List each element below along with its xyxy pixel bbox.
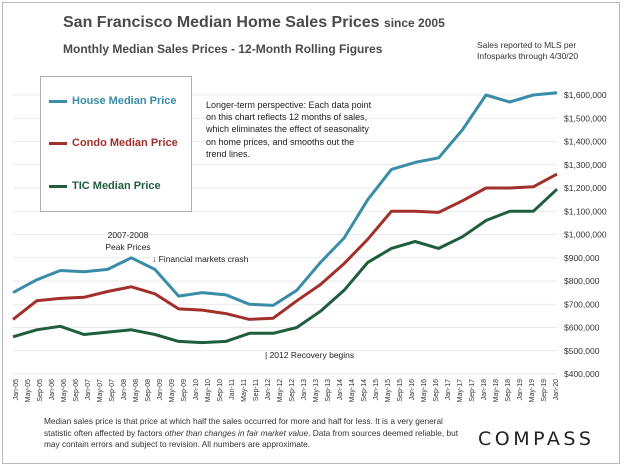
series-line-condo: [12, 172, 558, 321]
x-tick-label: Jan-11: [229, 379, 236, 400]
compass-logo: COMPASS: [478, 428, 595, 450]
footer-text-b: . Data from sources deemed reliable, but…: [44, 427, 459, 450]
x-tick-label: May-12: [277, 379, 284, 402]
series-line-tic: [12, 188, 559, 345]
y-tick-label: $900,000: [564, 253, 600, 263]
legend-item-tic: TIC Median Price: [49, 180, 161, 192]
annotation-peak-line1: 2007-2008: [108, 230, 149, 240]
footer-disclaimer: Median sales price is that price at whic…: [44, 416, 464, 451]
x-tick-label: May-08: [133, 379, 140, 402]
annotation-crash: ↓ Financial markets crash: [152, 254, 249, 264]
x-tick-label: Jan-19: [517, 379, 524, 401]
chart-subtitle: Monthly Median Sales Prices - 12-Month R…: [63, 42, 383, 56]
legend-swatch-tic: [49, 184, 67, 188]
y-tick-label: $1,600,000: [564, 90, 607, 100]
x-tick-label: Jan-09: [157, 379, 164, 401]
legend-label-condo: Condo Median Price: [72, 137, 178, 149]
x-tick-label: Jan-18: [481, 379, 488, 401]
y-tick-label: $1,300,000: [564, 160, 607, 170]
x-tick-label: Jan-08: [121, 379, 128, 401]
y-tick-label: $1,400,000: [564, 137, 607, 147]
x-tick-label: Jan-12: [265, 379, 272, 401]
y-tick-label: $500,000: [564, 346, 600, 356]
x-tick-label: Sep-12: [289, 379, 296, 402]
y-axis-tick-labels: $400,000 $500,000 $600,000 $700,000 $800,000…: [564, 90, 607, 379]
y-tick-label: $800,000: [564, 276, 600, 286]
source-line-2: Infosparks through 4/30/20: [477, 51, 579, 61]
x-tick-label: Sep-06: [73, 379, 80, 402]
y-tick-label: $400,000: [564, 369, 600, 379]
x-tick-label: Jan-10: [193, 379, 200, 401]
x-tick-label: May-11: [241, 379, 248, 402]
x-tick-label: Jan-05: [13, 379, 20, 401]
x-axis-tick-labels: Jan-05 May-05 Sep-05 Jan-06 May-06 Sep-06 Jan-…: [13, 379, 560, 402]
chart-title-suffix: since 2005: [384, 16, 445, 30]
annotation-recovery: | 2012 Recovery begins: [265, 350, 354, 360]
legend: House Median Price Condo Median Price TI…: [40, 76, 192, 212]
x-tick-label: Jan-20: [553, 379, 560, 401]
x-tick-label: May-16: [421, 379, 428, 402]
chart-title-main: San Francisco Median Home Sales Prices: [63, 14, 380, 31]
x-tick-label: Sep-15: [397, 379, 404, 402]
source-line-1: Sales reported to MLS per: [477, 40, 577, 50]
x-tick-label: May-18: [493, 379, 500, 402]
annotation-peak-line2: Peak Prices: [105, 242, 150, 252]
x-tick-label: Sep-14: [361, 379, 368, 402]
x-tick-label: Jan-15: [373, 379, 380, 401]
legend-label-tic: TIC Median Price: [72, 180, 161, 192]
y-tick-label: $1,500,000: [564, 113, 607, 123]
x-tick-label: Sep-18: [505, 379, 512, 402]
x-tick-label: May-15: [385, 379, 392, 402]
x-tick-label: Sep-19: [541, 379, 548, 402]
x-tick-label: Jan-07: [85, 379, 92, 401]
x-tick-label: Sep-16: [433, 379, 440, 402]
x-tick-label: May-17: [457, 379, 464, 402]
x-tick-label: Sep-17: [469, 379, 476, 402]
series-lines: [12, 91, 559, 345]
x-tick-label: Sep-07: [109, 379, 116, 402]
x-tick-label: Jan-16: [409, 379, 416, 401]
x-tick-label: Sep-10: [217, 379, 224, 402]
series-line-house: [12, 91, 558, 307]
chart-title: San Francisco Median Home Sales Prices s…: [63, 14, 445, 32]
x-tick-label: Jan-06: [49, 379, 56, 401]
legend-label-house: House Median Price: [72, 95, 177, 107]
legend-swatch-house: [49, 99, 67, 103]
y-tick-label: $1,200,000: [564, 183, 607, 193]
legend-item-condo: Condo Median Price: [49, 137, 178, 149]
x-tick-label: May-13: [313, 379, 320, 402]
x-tick-label: May-10: [205, 379, 212, 402]
y-tick-label: $1,100,000: [564, 206, 607, 216]
x-tick-label: May-07: [97, 379, 104, 402]
x-tick-label: May-05: [25, 379, 32, 402]
legend-swatch-condo: [49, 141, 67, 145]
source-note: Sales reported to MLS per Infosparks thr…: [477, 40, 578, 62]
y-tick-label: $1,000,000: [564, 230, 607, 240]
legend-item-house: House Median Price: [49, 95, 177, 107]
footer-text-a: Median sales price is that price at whic…: [44, 416, 443, 438]
x-tick-label: Jan-14: [337, 379, 344, 401]
x-tick-label: Jan-17: [445, 379, 452, 401]
footer-text-italic: other than changes in fair market value: [164, 427, 309, 438]
x-tick-label: May-19: [529, 379, 536, 402]
x-tick-label: Sep-09: [181, 379, 188, 402]
x-tick-label: May-06: [61, 379, 68, 402]
x-tick-label: Jan-13: [301, 379, 308, 401]
methodology-note: Longer-term perspective: Each data point…: [206, 100, 372, 159]
x-tick-label: Sep-13: [325, 379, 332, 402]
x-tick-label: Sep-05: [37, 379, 44, 402]
chart-annotations: 2007-2008 Peak Prices↓ Financial markets …: [105, 230, 354, 360]
x-tick-label: Sep-08: [145, 379, 152, 402]
x-tick-label: May-14: [349, 379, 356, 402]
y-tick-label: $700,000: [564, 299, 600, 309]
y-tick-label: $600,000: [564, 323, 600, 333]
x-tick-label: Sep-11: [253, 379, 260, 401]
x-tick-label: May-09: [169, 379, 176, 402]
chart-frame: [2, 2, 620, 464]
